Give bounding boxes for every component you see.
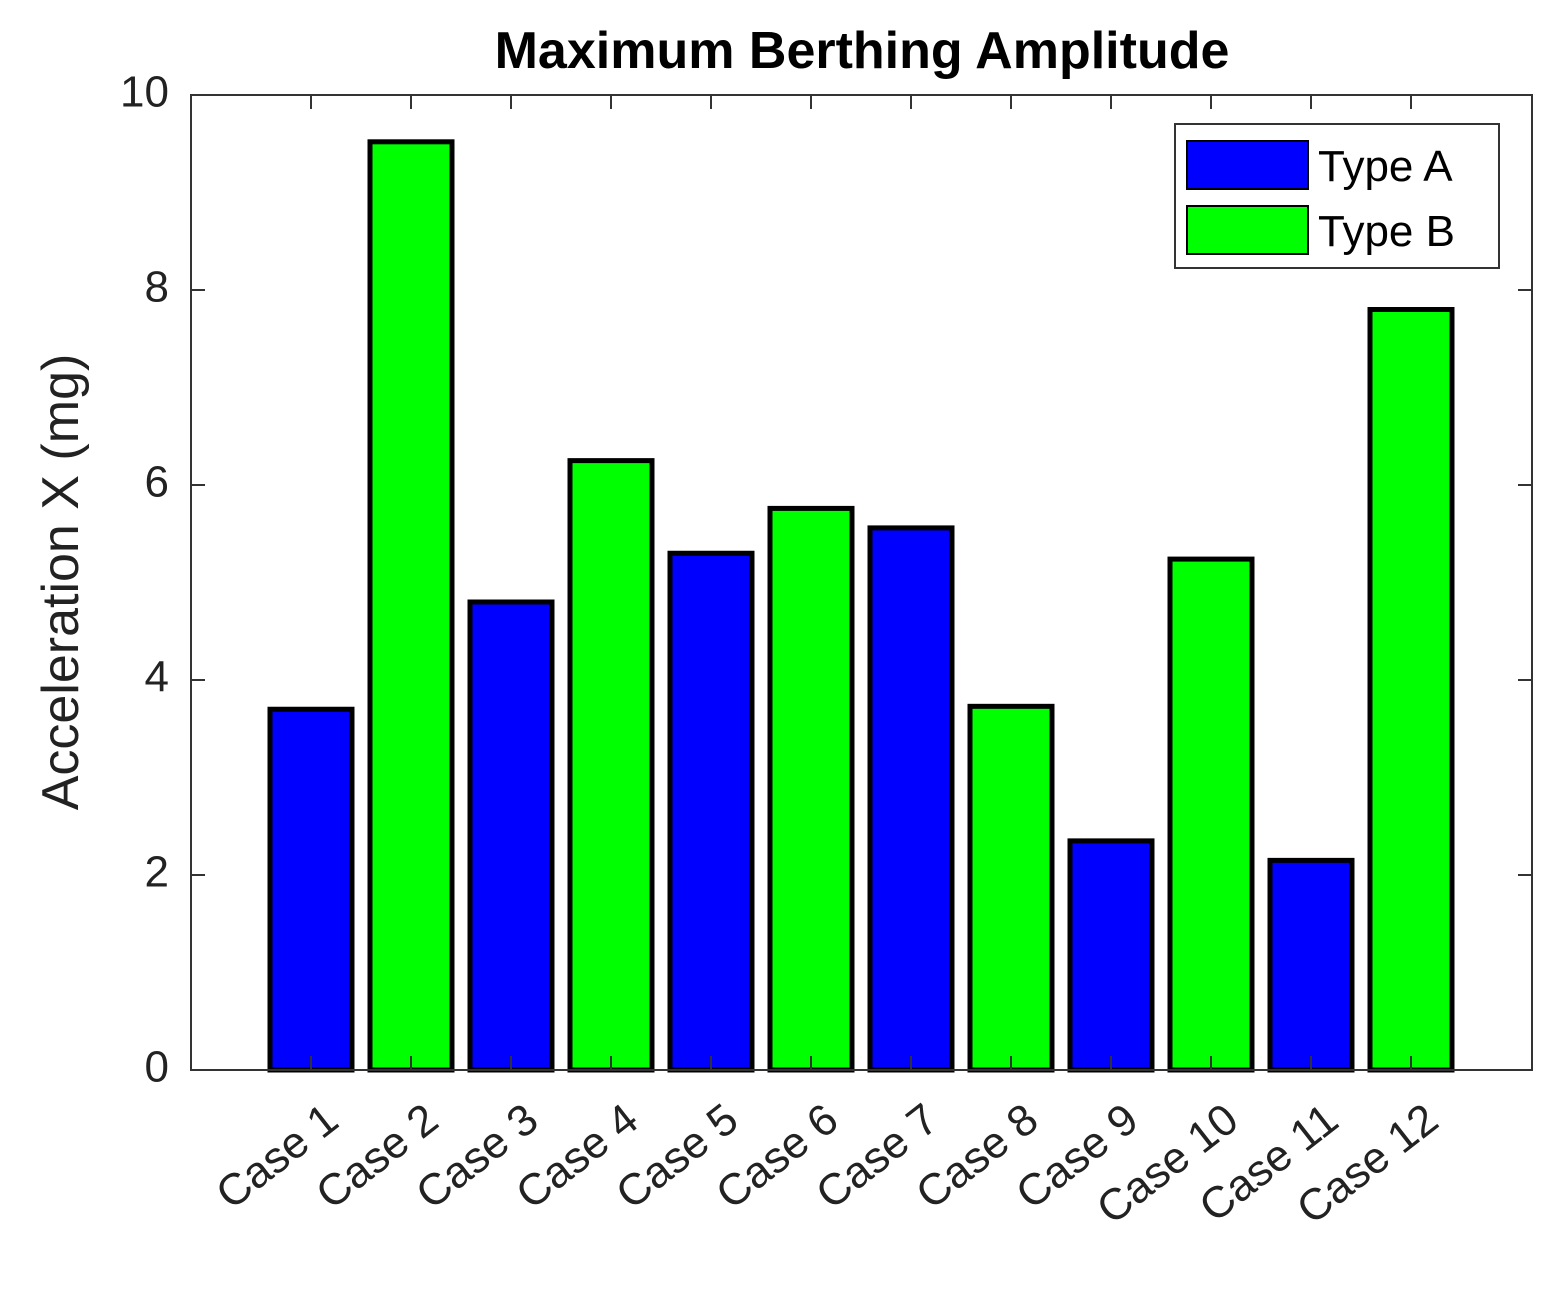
- chart-title: Maximum Berthing Amplitude: [495, 22, 1230, 80]
- bar-case-3: [467, 599, 555, 1073]
- legend-swatch-1: [1186, 140, 1309, 190]
- axes-group: [190, 94, 1533, 1071]
- legend-swatch-2: [1186, 205, 1309, 255]
- bar-case-2: [367, 139, 455, 1073]
- bar-case-12: [1367, 307, 1455, 1073]
- plot-area-border: [190, 94, 1533, 1071]
- y-tick-label: 10: [120, 68, 169, 117]
- legend-label-2: Type B: [1318, 207, 1455, 256]
- bar-case-8: [967, 703, 1055, 1073]
- bar-case-9: [1067, 838, 1155, 1073]
- bar-case-1: [267, 706, 355, 1073]
- legend: Type A Type B: [1174, 123, 1500, 269]
- y-tick-label: 8: [145, 263, 169, 312]
- bar-case-4: [567, 458, 655, 1073]
- y-tick-label: 2: [145, 848, 169, 897]
- y-tick-label: 0: [145, 1043, 169, 1092]
- legend-label-1: Type A: [1318, 142, 1453, 191]
- bar-case-7: [867, 525, 955, 1073]
- bar-case-5: [667, 550, 755, 1073]
- bar-case-10: [1167, 556, 1255, 1073]
- bar-case-6: [767, 505, 855, 1073]
- y-tick-label: 4: [145, 653, 169, 702]
- bars-group: [267, 139, 1455, 1073]
- y-tick-label: 6: [145, 458, 169, 507]
- bar-case-11: [1267, 857, 1355, 1073]
- y-axis-label: Acceleration X (mg): [32, 354, 90, 811]
